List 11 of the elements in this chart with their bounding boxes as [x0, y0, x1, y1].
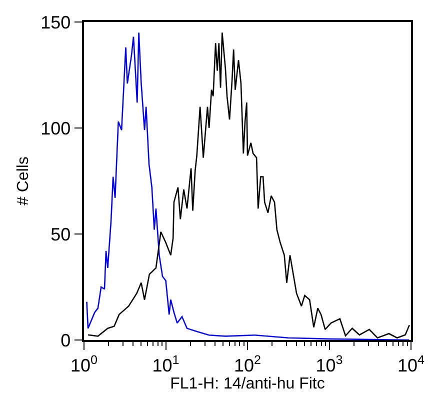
y-tick-label: 50 [50, 224, 71, 244]
y-tick-label: 100 [40, 118, 71, 138]
x-tick-label: 10$^{0}$ [70, 352, 98, 376]
x-axis-title: FL1-H: 14/anti-hu Fitc [170, 375, 325, 392]
x-tick-label: 10$^{2}$ [234, 352, 262, 376]
y-tick-label: 0 [60, 330, 71, 350]
y-axis-title: # Cells [15, 156, 32, 206]
x-tick-label: 10$^{1}$ [152, 352, 180, 376]
y-tick-label: 150 [40, 12, 71, 32]
x-tick-label: 10$^{3}$ [316, 352, 343, 376]
x-tick-label: 10$^{4}$ [397, 352, 425, 376]
